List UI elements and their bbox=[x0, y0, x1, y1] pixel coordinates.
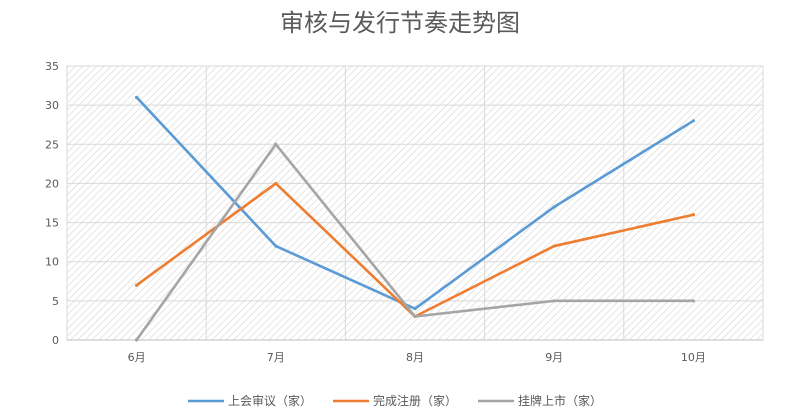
y-tick-label: 10 bbox=[45, 256, 59, 269]
y-tick-label: 35 bbox=[45, 60, 59, 73]
data-point bbox=[552, 244, 556, 248]
data-point bbox=[691, 119, 696, 123]
data-point bbox=[691, 213, 696, 217]
legend-label: 挂牌上市（家） bbox=[518, 393, 602, 408]
x-tick-label: 9月 bbox=[545, 351, 563, 364]
data-point bbox=[552, 205, 556, 209]
data-point bbox=[274, 142, 278, 146]
data-point bbox=[413, 307, 417, 311]
legend-label: 上会审议（家） bbox=[228, 393, 312, 408]
data-point bbox=[135, 338, 139, 342]
chart-title: 审核与发行节奏走势图 bbox=[280, 9, 520, 37]
data-point bbox=[135, 95, 139, 99]
data-point bbox=[552, 299, 556, 303]
y-tick-label: 25 bbox=[45, 138, 59, 151]
x-tick-label: 10月 bbox=[681, 351, 706, 364]
y-tick-label: 0 bbox=[52, 334, 59, 347]
data-point bbox=[274, 244, 278, 248]
y-tick-label: 20 bbox=[45, 177, 59, 190]
data-point bbox=[274, 181, 278, 186]
x-tick-label: 6月 bbox=[128, 351, 146, 364]
legend-item: 挂牌上市（家） bbox=[478, 393, 602, 408]
y-tick-label: 15 bbox=[45, 217, 59, 230]
plot-area bbox=[66, 65, 764, 341]
data-point bbox=[691, 299, 696, 303]
data-point bbox=[135, 283, 139, 287]
x-tick-label: 7月 bbox=[267, 351, 285, 364]
data-point bbox=[413, 314, 417, 319]
legend-item: 完成注册（家） bbox=[333, 393, 457, 408]
legend-item: 上会审议（家） bbox=[188, 393, 312, 408]
y-tick-label: 30 bbox=[45, 99, 59, 112]
x-tick-label: 8月 bbox=[406, 351, 424, 364]
y-tick-label: 5 bbox=[52, 295, 59, 308]
legend-label: 完成注册（家） bbox=[373, 393, 457, 408]
